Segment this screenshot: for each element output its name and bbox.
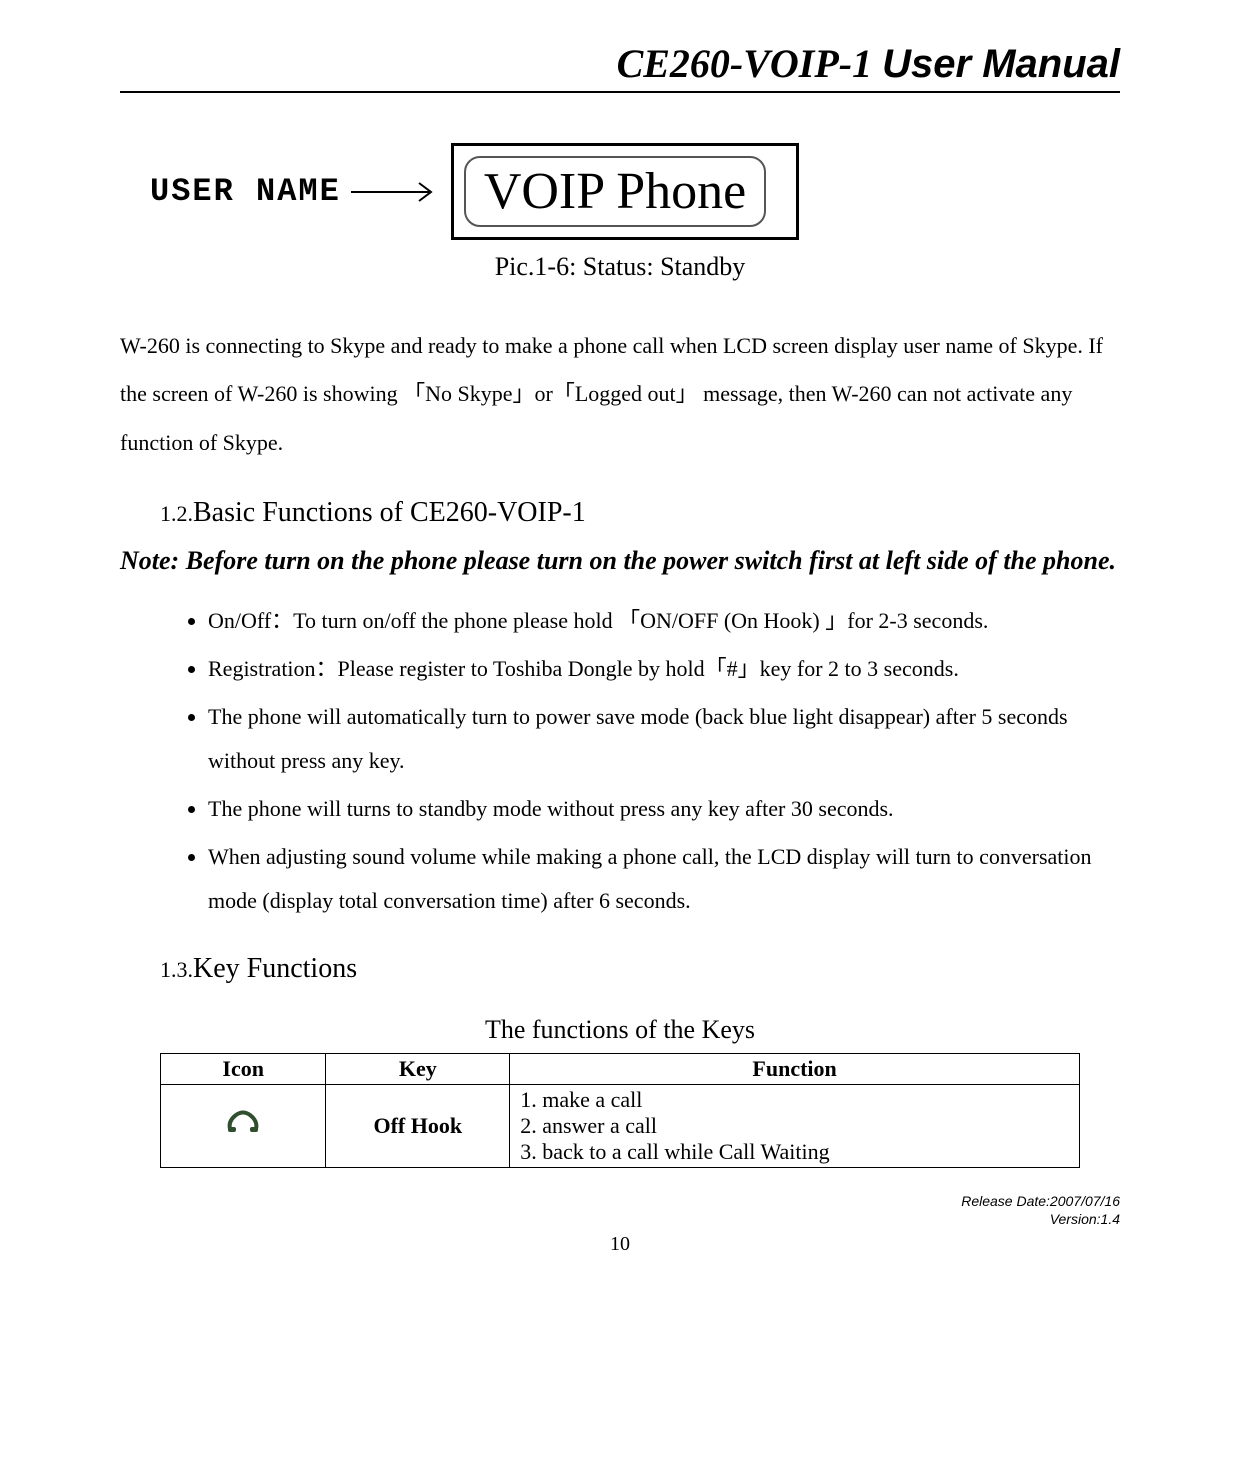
cell-key: Off Hook bbox=[326, 1085, 510, 1168]
footer-version: Version:1.4 bbox=[120, 1210, 1120, 1228]
title-part1: CE260-VOIP-1 bbox=[617, 41, 873, 86]
section-1-2-heading: 1.2.Basic Functions of CE260-VOIP-1 bbox=[160, 497, 1120, 529]
section-1-2-num: 1.2. bbox=[160, 501, 193, 526]
cell-function: make a call answer a call back to a call… bbox=[510, 1085, 1080, 1168]
function-list: make a call answer a call back to a call… bbox=[518, 1087, 1071, 1165]
footer-release: Release Date:2007/07/16 bbox=[120, 1192, 1120, 1210]
list-item: The phone will automatically turn to pow… bbox=[208, 695, 1120, 783]
section-1-3-title: Key Functions bbox=[193, 953, 357, 984]
document-title: CE260-VOIP-1 User Manual bbox=[120, 40, 1120, 93]
col-header-function: Function bbox=[510, 1054, 1080, 1085]
intro-paragraph: W-260 is connecting to Skype and ready t… bbox=[120, 322, 1120, 467]
section-1-2-title: Basic Functions of CE260-VOIP-1 bbox=[193, 497, 586, 528]
col-header-icon: Icon bbox=[161, 1054, 326, 1085]
section-1-3-heading: 1.3.Key Functions bbox=[160, 953, 1120, 985]
list-item: Registration：Please register to Toshiba … bbox=[208, 647, 1120, 691]
list-item: back to a call while Call Waiting bbox=[542, 1139, 1071, 1165]
figure-caption: Pic.1-6: Status: Standby bbox=[120, 252, 1120, 282]
section-1-2-note: Note: Before turn on the phone please tu… bbox=[120, 535, 1120, 587]
list-item: make a call bbox=[542, 1087, 1071, 1113]
col-header-key: Key bbox=[326, 1054, 510, 1085]
list-item: When adjusting sound volume while making… bbox=[208, 835, 1120, 923]
page: CE260-VOIP-1 User Manual USER NAME VOIP … bbox=[0, 0, 1240, 1296]
section-1-2-bullets: On/Off：To turn on/off the phone please h… bbox=[180, 599, 1120, 923]
arrow-right-icon bbox=[351, 177, 441, 207]
table-caption: The functions of the Keys bbox=[120, 1015, 1120, 1045]
page-number: 10 bbox=[120, 1233, 1120, 1256]
figure-row: USER NAME VOIP Phone bbox=[150, 143, 1120, 240]
list-item: On/Off：To turn on/off the phone please h… bbox=[208, 599, 1120, 643]
footer: Release Date:2007/07/16 Version:1.4 bbox=[120, 1192, 1120, 1228]
list-item: The phone will turns to standby mode wit… bbox=[208, 787, 1120, 831]
table-row: Off Hook make a call answer a call back … bbox=[161, 1085, 1080, 1168]
voip-box-text: VOIP Phone bbox=[464, 156, 766, 227]
table-header-row: Icon Key Function bbox=[161, 1054, 1080, 1085]
title-part2: User Manual bbox=[882, 42, 1120, 86]
user-name-label: USER NAME bbox=[150, 173, 341, 210]
key-functions-table: Icon Key Function Off Hook bbox=[160, 1053, 1080, 1168]
phone-off-hook-icon bbox=[226, 1109, 260, 1143]
list-item: answer a call bbox=[542, 1113, 1071, 1139]
cell-icon bbox=[161, 1085, 326, 1168]
voip-box-outer: VOIP Phone bbox=[451, 143, 799, 240]
section-1-3-num: 1.3. bbox=[160, 957, 193, 982]
